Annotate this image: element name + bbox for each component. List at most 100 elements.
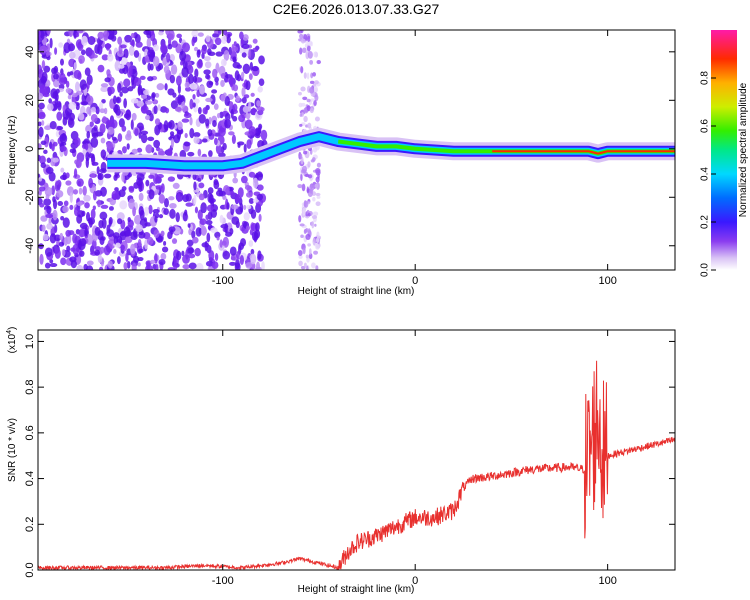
noise-blob bbox=[160, 183, 165, 193]
noise-blob bbox=[198, 193, 205, 201]
noise-blob bbox=[39, 253, 44, 265]
noise-blob bbox=[174, 106, 182, 112]
noise-blob bbox=[299, 153, 303, 159]
noise-blob bbox=[88, 153, 95, 159]
noise-blob bbox=[177, 121, 183, 131]
noise-blob bbox=[303, 200, 309, 208]
noise-blob bbox=[184, 133, 188, 139]
colorbar-ticks: 0.0 0.2 0.4 0.6 0.8 bbox=[700, 71, 716, 277]
noise-blob bbox=[78, 112, 85, 121]
noise-blob bbox=[300, 265, 306, 270]
noise-blob bbox=[307, 50, 313, 59]
noise-blob bbox=[251, 230, 259, 242]
noise-blob bbox=[220, 94, 226, 102]
noise-blob bbox=[312, 196, 316, 202]
noise-blob bbox=[124, 34, 133, 43]
noise-blob bbox=[232, 61, 241, 69]
noise-blob bbox=[311, 191, 317, 196]
noise-blob bbox=[212, 33, 220, 38]
noise-blob bbox=[77, 180, 82, 187]
noise-blob bbox=[205, 35, 211, 43]
noise-blob bbox=[200, 202, 207, 214]
noise-blob bbox=[250, 209, 257, 219]
noise-blob bbox=[126, 143, 130, 150]
noise-blob bbox=[306, 265, 309, 270]
noise-blob bbox=[193, 136, 200, 144]
snr-x-axis: -100 0 100 bbox=[212, 330, 617, 587]
noise-blob bbox=[139, 75, 146, 80]
noise-blob bbox=[42, 233, 49, 241]
noise-blob bbox=[156, 173, 164, 179]
noise-blob bbox=[229, 74, 234, 85]
noise-blob bbox=[233, 41, 237, 47]
noise-blob bbox=[90, 173, 96, 178]
noise-blob bbox=[60, 257, 67, 266]
colorbar-tick-label: 0.6 bbox=[700, 119, 711, 133]
noise-blob bbox=[143, 89, 149, 95]
noise-blob bbox=[59, 72, 66, 83]
noise-blob bbox=[131, 112, 137, 121]
noise-blob bbox=[189, 98, 194, 110]
noise-blob bbox=[310, 41, 313, 47]
noise-blob bbox=[154, 124, 161, 136]
noise-blob bbox=[99, 266, 104, 270]
noise-blob bbox=[316, 195, 321, 199]
noise-blob bbox=[245, 111, 251, 120]
noise-blob bbox=[51, 67, 58, 74]
noise-blob bbox=[107, 238, 116, 250]
noise-blob bbox=[310, 159, 315, 163]
noise-blob bbox=[250, 248, 255, 255]
noise-blob bbox=[81, 49, 86, 56]
noise-blob bbox=[56, 111, 63, 121]
noise-blob bbox=[54, 47, 58, 55]
noise-blob bbox=[100, 204, 109, 209]
noise-blob bbox=[92, 190, 97, 201]
noise-blob bbox=[41, 224, 46, 232]
noise-blob bbox=[97, 199, 101, 208]
noise-blob bbox=[177, 83, 181, 94]
noise-blob bbox=[112, 232, 120, 239]
noise-blob bbox=[45, 213, 54, 219]
noise-blob bbox=[86, 130, 91, 139]
noise-blob bbox=[49, 37, 53, 49]
noise-blob bbox=[97, 31, 105, 40]
snr-x-tick-label: 0 bbox=[412, 575, 418, 587]
noise-blob bbox=[315, 265, 319, 270]
noise-blob bbox=[38, 34, 41, 44]
noise-blob bbox=[95, 106, 100, 115]
noise-blob bbox=[148, 189, 155, 200]
noise-blob bbox=[315, 201, 321, 207]
noise-blob bbox=[165, 52, 171, 63]
noise-blob bbox=[103, 107, 108, 115]
noise-blob bbox=[206, 80, 213, 88]
noise-blob bbox=[158, 194, 165, 204]
noise-blob bbox=[86, 81, 90, 90]
noise-blob bbox=[245, 262, 253, 269]
noise-blob bbox=[236, 141, 245, 146]
noise-blob bbox=[144, 206, 149, 216]
noise-blob bbox=[91, 54, 98, 59]
noise-blob bbox=[175, 75, 182, 86]
noise-blob bbox=[169, 202, 177, 209]
noise-blob bbox=[56, 126, 64, 131]
colorbar-tick-label: 0.0 bbox=[700, 263, 711, 277]
noise-blob bbox=[77, 72, 82, 80]
noise-blob bbox=[189, 82, 198, 90]
noise-blob bbox=[38, 143, 42, 150]
noise-blob bbox=[65, 80, 70, 88]
noise-blob bbox=[94, 246, 101, 251]
noise-blob bbox=[48, 171, 56, 182]
snr-y-tick-label: 0.2 bbox=[24, 517, 36, 532]
noise-blob bbox=[57, 101, 62, 111]
noise-blob bbox=[69, 71, 74, 76]
colorbar-tick-label: 0.2 bbox=[700, 215, 711, 229]
noise-blob bbox=[107, 126, 115, 135]
noise-blob bbox=[217, 30, 222, 35]
noise-blob bbox=[100, 137, 106, 144]
noise-blob bbox=[126, 130, 132, 138]
noise-blob bbox=[235, 220, 240, 229]
noise-blob bbox=[111, 190, 119, 201]
noise-blob bbox=[310, 98, 315, 102]
noise-blob bbox=[232, 177, 239, 184]
noise-blob bbox=[38, 112, 46, 120]
